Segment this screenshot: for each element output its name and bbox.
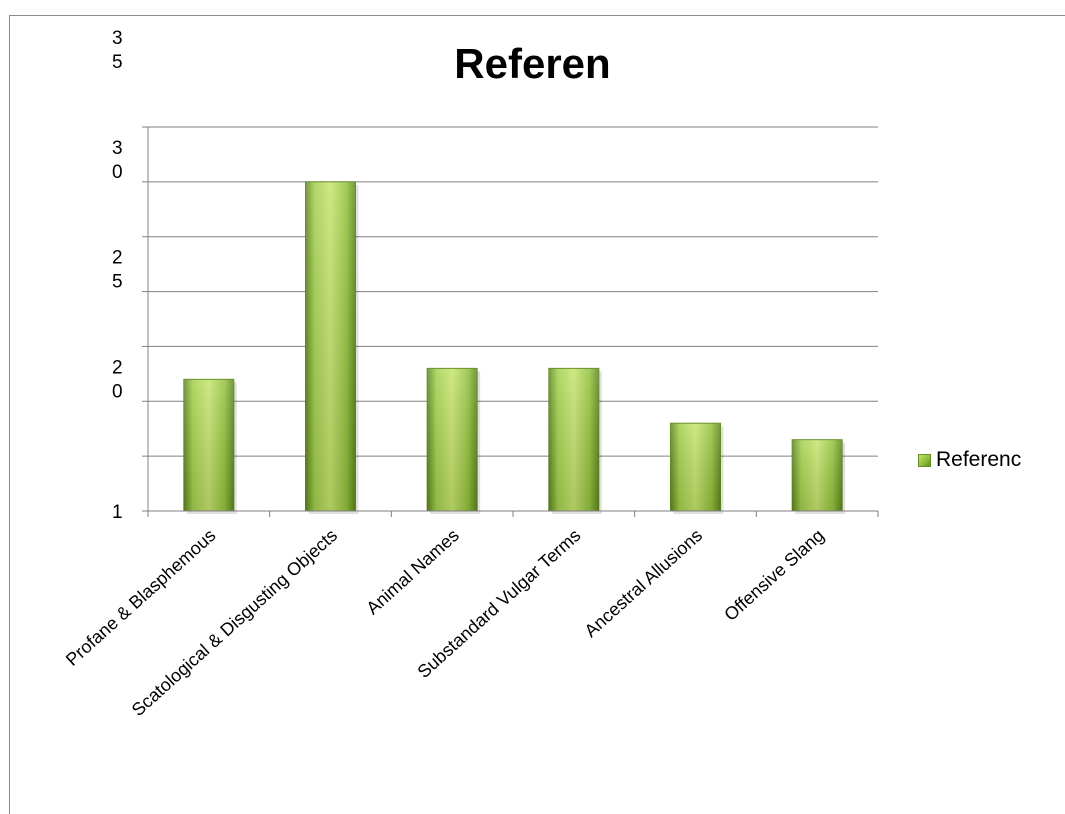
bar-highlight: [792, 439, 843, 511]
bar-highlight: [427, 368, 478, 511]
legend: Referenc: [918, 448, 1021, 472]
bar-highlight: [548, 368, 599, 511]
legend-swatch: [918, 453, 931, 467]
chart-title: Referen: [454, 40, 611, 87]
legend-label: Referenc: [936, 448, 1022, 471]
x-category-label: Animal Names: [362, 525, 462, 618]
x-category-label: Scatological & Disgusting Objects: [128, 525, 341, 720]
bar-highlight: [183, 379, 234, 511]
x-category-label: Ancestral Allusions: [581, 525, 707, 641]
bar-highlight: [305, 181, 356, 511]
y-tick-label: 1: [112, 502, 123, 523]
x-category-label: Offensive Slang: [720, 525, 828, 625]
bar-highlight: [670, 423, 721, 511]
